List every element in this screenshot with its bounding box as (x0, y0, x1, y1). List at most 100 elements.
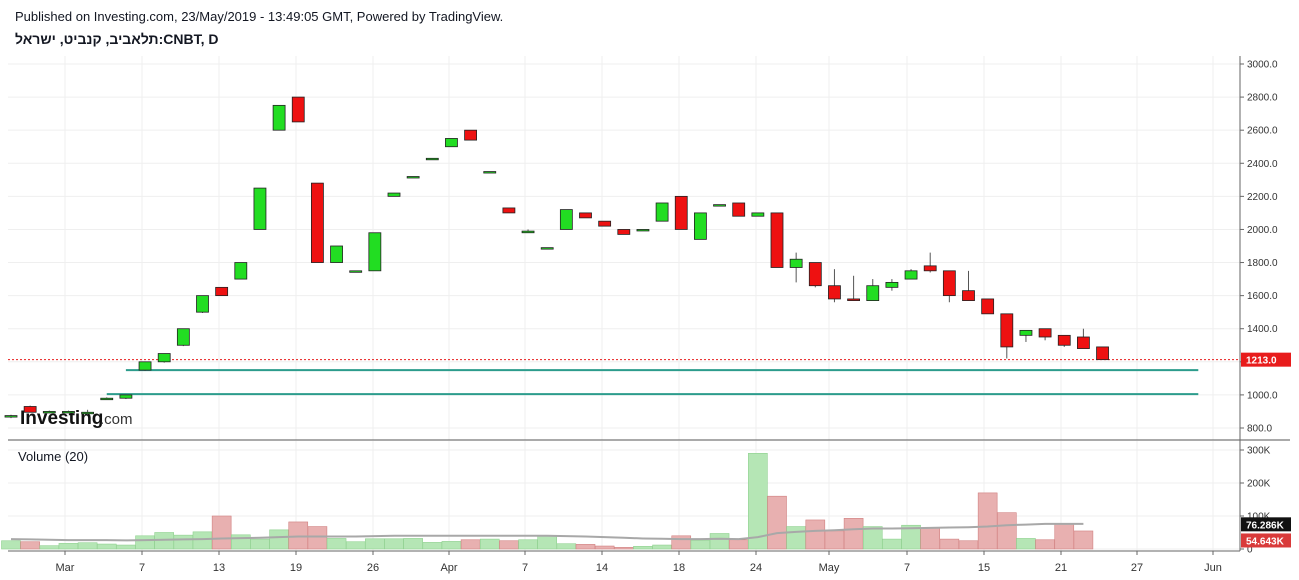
candle (1000, 313, 1014, 359)
volume-bar (326, 538, 347, 550)
candle-body (272, 104, 286, 131)
candle-body (1000, 313, 1014, 348)
volume-bar (862, 526, 883, 550)
volume-title: Volume (20) (18, 449, 88, 464)
volume-bar (135, 535, 155, 550)
candle-body (4, 415, 18, 418)
symbol-title: תלאביב, קנביט, ישראל:CNBT, D (15, 31, 219, 47)
candle (808, 262, 822, 288)
candle (464, 129, 478, 141)
volume-bar (384, 538, 404, 550)
x-tick-label: 19 (290, 562, 302, 574)
candle-body (521, 230, 535, 234)
candle-body (1077, 336, 1090, 349)
candle (42, 410, 56, 414)
volume-bar (422, 542, 443, 550)
x-tick-label: 26 (367, 562, 379, 574)
candle (559, 209, 573, 230)
candle-body (962, 290, 975, 301)
volume-bar (307, 526, 328, 550)
candle (942, 270, 956, 303)
x-tick-label: 13 (213, 562, 225, 574)
last-volume-badge: 54.643K (1241, 533, 1291, 548)
candle (176, 328, 190, 347)
volume-ma-badge-text: 76.286K (1246, 520, 1285, 531)
y-tick-label: 1800.0 (1247, 258, 1278, 269)
candle (981, 298, 995, 315)
candle (655, 202, 669, 222)
candle (387, 192, 401, 197)
x-tick-label: Apr (440, 562, 457, 574)
candle (215, 286, 229, 297)
candle (445, 138, 458, 148)
candle-body (349, 270, 363, 273)
x-tick-label: 27 (1131, 562, 1143, 574)
candle (617, 229, 631, 235)
volume-bar (96, 543, 117, 550)
x-tick-label: 14 (596, 562, 608, 574)
candle (502, 207, 516, 214)
volume-ma-badge-box (1241, 517, 1291, 532)
x-tick-label: 21 (1055, 562, 1067, 574)
volume-tick-label: 100K (1247, 512, 1271, 523)
volume-tick-label: 200K (1247, 479, 1271, 490)
last-price-badge: 1213.0 (1241, 352, 1291, 367)
volume-bar (365, 538, 385, 550)
volume-bar (537, 535, 558, 550)
x-tick-label: 7 (522, 562, 528, 574)
published-caption: Published on Investing.com, 23/May/2019 … (15, 9, 504, 24)
volume-bar (671, 535, 692, 550)
x-tick-label: 18 (673, 562, 685, 574)
candle (1077, 328, 1090, 349)
candle-body (540, 247, 554, 250)
candle-body (310, 182, 324, 263)
candle-body (847, 298, 860, 301)
volume-bar (499, 540, 519, 550)
volume-bar (1, 540, 21, 550)
x-tick-label: 7 (904, 562, 910, 574)
candle-body (234, 262, 248, 280)
candle (885, 279, 899, 291)
last-price-badge-text: 1213.0 (1246, 356, 1277, 367)
candle (234, 262, 248, 280)
candle (349, 270, 363, 273)
candle-body (559, 209, 573, 230)
volume-bar (843, 518, 864, 550)
volume-bar (709, 533, 730, 550)
candle-body (808, 262, 822, 287)
candle (81, 409, 94, 415)
candle-body (100, 397, 114, 401)
x-tick-label: 15 (978, 562, 990, 574)
x-tick-label: May (819, 562, 840, 574)
candle-body (406, 176, 420, 179)
candle-body (42, 411, 56, 414)
volume-bar (1073, 530, 1094, 550)
candle-body (981, 298, 995, 315)
candle-body (598, 220, 612, 227)
x-tick-label: 7 (139, 562, 145, 574)
volume-bar (996, 512, 1017, 550)
candle (483, 171, 497, 174)
candle (62, 410, 75, 414)
volume-bar (231, 534, 251, 550)
candle-body (119, 394, 133, 399)
candle-body (751, 212, 765, 217)
candle-body (502, 207, 516, 214)
candle (310, 182, 324, 263)
volume-ma-badge: 76.286K (1241, 517, 1291, 532)
volume-tick-label: 300K (1247, 446, 1271, 457)
volume-bar (786, 526, 806, 550)
volume-bar (728, 539, 749, 550)
volume-bar (690, 540, 711, 550)
candle (713, 204, 726, 207)
volume-bar (39, 545, 60, 550)
volume-bar (958, 540, 979, 550)
logo-suffix: .com (100, 411, 133, 428)
volume-bar (345, 541, 366, 550)
volume-bar (977, 492, 998, 550)
candle-body (655, 202, 669, 222)
candle (847, 275, 860, 301)
candle (272, 104, 286, 131)
candle-body (789, 258, 803, 268)
